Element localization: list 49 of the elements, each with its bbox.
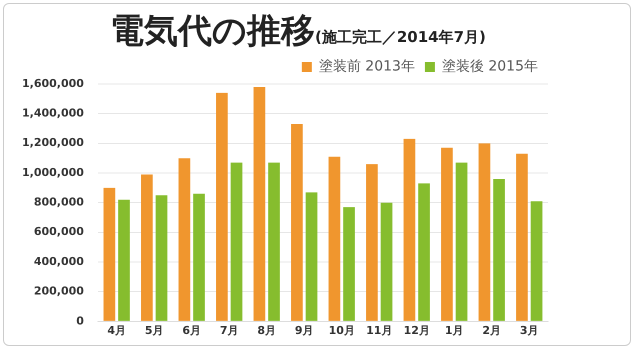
y-tick-label: 1,000,000 [22,166,84,179]
chart-subtitle: (施工完工／2014年7月) [315,28,486,46]
bar [478,143,490,321]
bar [493,178,505,321]
bar [193,194,205,321]
y-tick-label: 0 [76,314,84,328]
bar [328,156,340,321]
x-tick-label: 11月 [366,324,392,337]
bar [343,207,355,321]
y-tick-label: 200,000 [34,284,84,298]
bar [516,154,528,321]
bar [366,164,378,321]
legend-label: 塗装後 2015年 [442,58,538,75]
bar [254,86,266,321]
bar [141,174,153,321]
x-tick-label: 5月 [144,324,164,337]
bar [418,183,430,321]
x-tick-label: 6月 [182,324,202,337]
bar [216,92,228,321]
bar [118,200,130,321]
bar [404,138,416,321]
bar [306,192,318,321]
bar [230,162,242,321]
legend-label: 塗装前 2013年 [318,58,415,75]
bar [156,195,168,321]
x-tick-label: 7月 [220,324,239,337]
y-tick-label: 1,400,000 [22,106,84,120]
bar [104,188,116,321]
x-tick-label: 1月 [444,324,464,337]
y-tick-label: 1,200,000 [22,136,84,150]
bar [380,202,392,321]
y-tick-label: 600,000 [34,225,84,238]
x-tick-label: 4月 [107,324,126,337]
x-tick-label: 12月 [404,324,430,337]
y-tick-label: 1,600,000 [22,76,84,90]
y-tick-label: 400,000 [34,254,84,268]
bar [291,124,303,321]
x-tick-label: 8月 [257,324,276,337]
x-tick-label: 9月 [294,324,314,337]
bar [268,162,280,321]
y-tick-label: 800,000 [34,196,84,209]
bar [178,158,190,321]
x-tick-label: 10月 [328,324,355,337]
chart-title: 電気代の推移 [110,11,315,51]
bar [441,148,453,321]
bar [456,162,468,321]
bar [530,201,542,321]
x-tick-label: 3月 [520,324,539,337]
x-tick-label: 2月 [482,324,502,337]
